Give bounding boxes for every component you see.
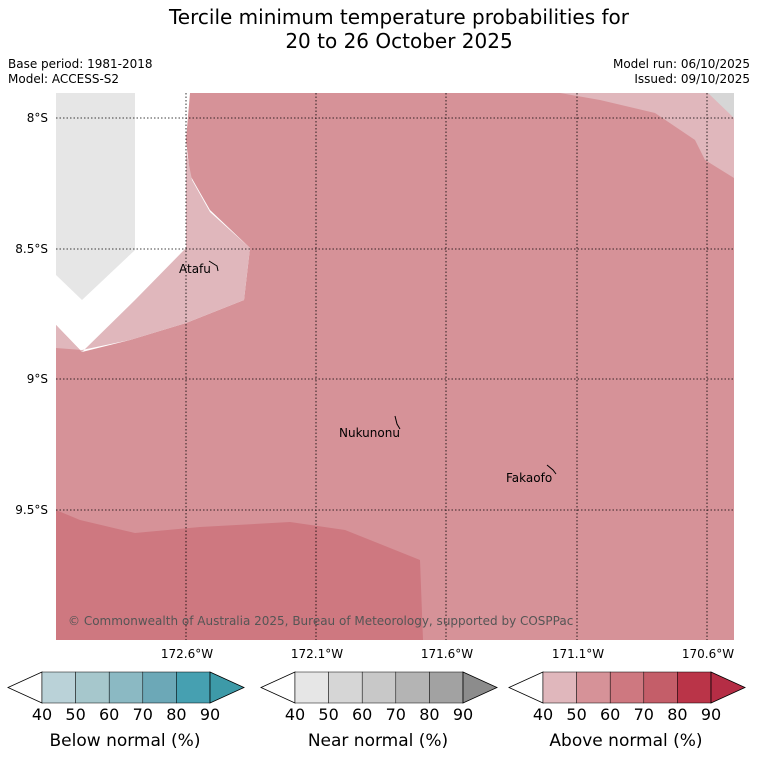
- colorbar-near-normal: [260, 671, 498, 704]
- colorbar-segment: [677, 671, 712, 704]
- colorbar-segment: [108, 671, 144, 704]
- colorbar-tick-label: 90: [199, 705, 221, 724]
- colorbar-tick-label: 60: [99, 705, 120, 724]
- colorbar-extend-low: [508, 671, 544, 704]
- lon-label-172-6w: 172.6°W: [160, 647, 214, 661]
- colorbar-segment: [328, 671, 363, 704]
- colorbar-below-normal: [7, 671, 245, 704]
- issued-date: Issued: 09/10/2025: [634, 72, 750, 86]
- colorbar-tick-label: 40: [284, 705, 306, 724]
- colorbar-tick-label: 50: [65, 705, 86, 724]
- place-nukunonu: Nukunonu: [339, 426, 400, 440]
- atoll-atafu-outline: [208, 260, 219, 272]
- colorbar-segment: [176, 671, 211, 704]
- colorbar-segment: [395, 671, 430, 704]
- colorbar-tick-label: 90: [700, 705, 722, 724]
- lon-label-171-1w: 171.1°W: [551, 647, 605, 661]
- region-above-40-50-top-right: [560, 93, 734, 178]
- map-title: Tercile minimum temperature probabilitie…: [0, 5, 758, 53]
- colorbar-tick-label: 80: [419, 705, 440, 724]
- colorbar-segment: [75, 671, 110, 704]
- colorbar-extend-high: [209, 671, 245, 704]
- colorbar-segment: [609, 671, 645, 704]
- colorbar-tick-label: 50: [318, 705, 339, 724]
- colorbar-tick-label: 70: [633, 705, 654, 724]
- colorbar-extend-low: [7, 671, 43, 704]
- lat-label-9s: 9°S: [26, 372, 48, 386]
- lon-label-172-1w: 172.1°W: [290, 647, 344, 661]
- region-above-40-50-atafu: [56, 150, 250, 352]
- colorbar-segment: [429, 671, 464, 704]
- model-name: Model: ACCESS-S2: [8, 72, 120, 86]
- atoll-nukunonu-outline: [394, 415, 401, 430]
- atolls: [208, 260, 557, 475]
- lat-label-8-5s: 8.5°S: [15, 242, 48, 256]
- region-near-40-50-top-right: [708, 93, 734, 118]
- meta-right: Model run: 06/10/2025 Issued: 09/10/2025: [613, 57, 750, 87]
- colorbar-tick-label: 60: [352, 705, 373, 724]
- colorbar-segment: [542, 671, 577, 704]
- model-run: Model run: 06/10/2025: [612, 57, 750, 71]
- atoll-fakaofo-outline: [546, 464, 557, 475]
- colorbar-label-above: Above normal (%): [549, 731, 703, 751]
- region-above-60-70-bottom: [56, 510, 423, 640]
- region-near-40-50-left: [56, 93, 135, 300]
- colorbar-segment: [294, 671, 329, 704]
- colorbar-label-below: Below normal (%): [49, 731, 201, 751]
- colorbar-tick-label: 60: [600, 705, 621, 724]
- place-fakaofo: Fakaofo: [506, 471, 553, 485]
- title-line-2: 20 to 26 October 2025: [285, 29, 513, 53]
- place-atafu: Atafu: [179, 262, 211, 276]
- colorbar-extend-high: [710, 671, 746, 704]
- copyright-credit: © Commonwealth of Australia 2025, Bureau…: [68, 614, 574, 628]
- colorbar-tick-label: 70: [132, 705, 153, 724]
- colorbar-above-normal: [508, 671, 746, 704]
- lat-label-8s: 8°S: [26, 111, 48, 125]
- title-line-1: Tercile minimum temperature probabilitie…: [168, 5, 630, 29]
- lon-label-170-6w: 170.6°W: [681, 647, 735, 661]
- colorbar-extend-low: [260, 671, 296, 704]
- colorbar-extend-high: [462, 671, 498, 704]
- colorbar-tick-label: 50: [566, 705, 587, 724]
- meta-left: Base period: 1981-2018 Model: ACCESS-S2: [8, 57, 153, 87]
- lat-label-9-5s: 9.5°S: [15, 503, 48, 517]
- colorbar-segment: [142, 671, 177, 704]
- colorbar-tick-label: 40: [31, 705, 53, 724]
- colorbar-tick-label: 70: [385, 705, 406, 724]
- colorbar-tick-label: 40: [532, 705, 554, 724]
- colorbar-tick-label: 80: [667, 705, 688, 724]
- base-period: Base period: 1981-2018: [8, 57, 153, 71]
- colorbar-segment: [41, 671, 76, 704]
- colorbar-segment: [643, 671, 678, 704]
- colorbar-tick-label: 80: [166, 705, 187, 724]
- colorbar-segment: [576, 671, 611, 704]
- colorbar-segment: [361, 671, 397, 704]
- colorbar-tick-label: 90: [452, 705, 474, 724]
- colorbar-label-near: Near normal (%): [307, 731, 449, 751]
- graticule: [56, 93, 734, 640]
- lon-label-171-6w: 171.6°W: [420, 647, 474, 661]
